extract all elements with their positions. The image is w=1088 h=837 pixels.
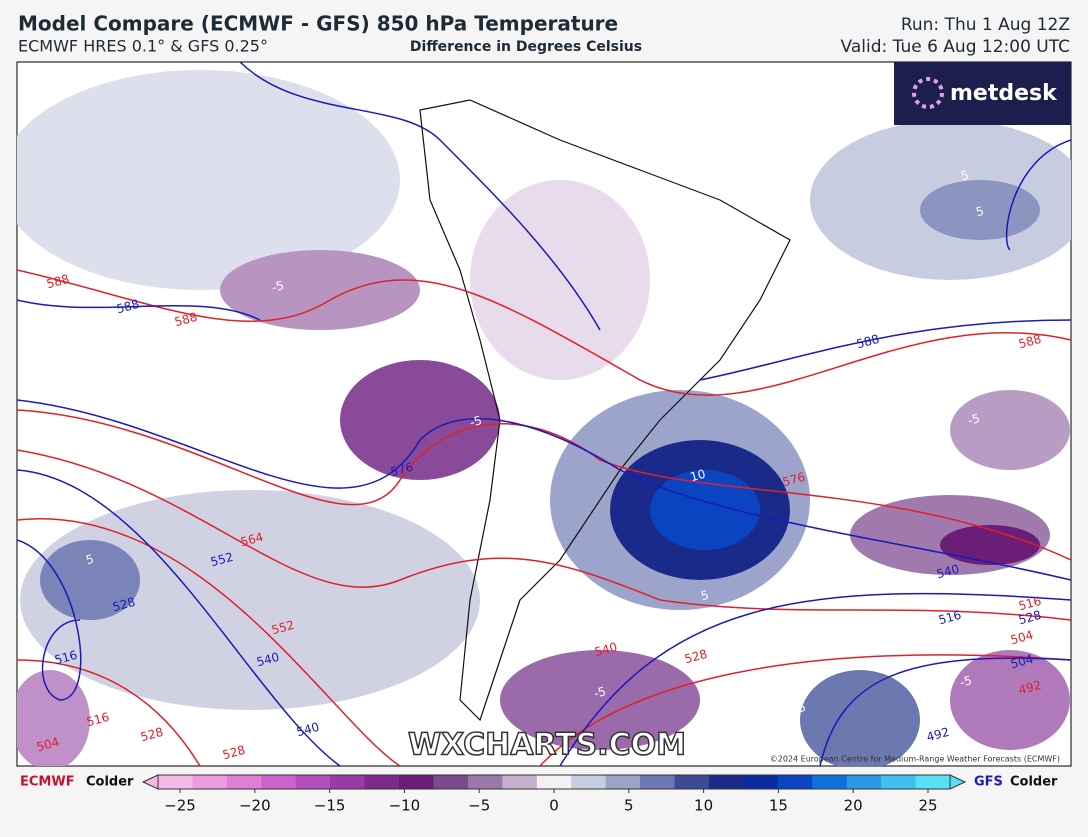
colorbar-band [812, 775, 848, 789]
colorbar-tick-label: −20 [239, 797, 271, 815]
colorbar-tick-label: −10 [389, 797, 421, 815]
contour-label: 5 [84, 552, 95, 568]
title: Model Compare (ECMWF - GFS) 850 hPa Temp… [18, 12, 618, 36]
contour-label: 576 [781, 470, 807, 489]
colorbar-tick-label: 25 [918, 797, 937, 815]
right-label: Colder [1010, 775, 1058, 790]
colorbar-band [743, 775, 779, 789]
colorbar-tick-label: 20 [844, 797, 863, 815]
logo-text: metdesk [950, 81, 1058, 106]
contour-label: 5 [796, 700, 807, 716]
contour-label: 528 [221, 743, 247, 762]
copyright: ©2024 European Centre for Medium-Range W… [770, 755, 1060, 764]
colorbar-band [605, 775, 641, 789]
colorbar-tick-label: −25 [164, 797, 196, 815]
colorbar-band [330, 775, 366, 789]
watermark: WXCHARTS.COM [408, 728, 686, 763]
contour-label: -5 [317, 375, 332, 392]
colorbar-band [536, 775, 572, 789]
left-label: Colder [86, 775, 134, 790]
colorbar-band [881, 775, 917, 789]
run: Run: Thu 1 Aug 12Z [901, 15, 1070, 35]
contour-label: 516 [937, 608, 963, 627]
contour-label: 540 [593, 640, 619, 659]
valid: Valid: Tue 6 Aug 12:00 UTC [841, 37, 1070, 57]
contour-label: 528 [139, 725, 165, 744]
colorbar-band [433, 775, 469, 789]
contour-label: 540 [935, 562, 961, 581]
contour-label: 588 [1017, 332, 1043, 351]
colorbar-tick-label: 0 [549, 797, 559, 815]
colorbar-band [399, 775, 434, 789]
contour-label: -5 [468, 413, 483, 430]
colorbar-band [192, 775, 228, 789]
left-model: ECMWF [20, 775, 75, 790]
contour-label: 588 [173, 310, 199, 329]
contour-label: 492 [1017, 678, 1043, 697]
colorbar-band [364, 775, 400, 789]
contour-label: 564 [239, 530, 265, 549]
contour-label: 552 [209, 550, 235, 569]
contour-label: -5 [270, 278, 285, 295]
contour-label: -5 [966, 411, 981, 428]
colorbar-band [261, 775, 297, 789]
colorbar-tick-label: −15 [314, 797, 346, 815]
colorbar-band [915, 775, 951, 789]
contour-label: 516 [85, 710, 111, 729]
colorbar: ECMWF Colder GFS Colder −25 −20 −15 −10 −5 0 5… [20, 774, 1058, 815]
colorbar-band [640, 775, 676, 789]
colorbar-band [158, 775, 193, 789]
colorbar-tick-label: 5 [624, 797, 634, 815]
contour-label: 5 [547, 451, 558, 467]
colorbar-band [777, 775, 813, 789]
contour-label: 504 [35, 735, 61, 754]
colorbar-tick-label: −5 [468, 797, 490, 815]
contour-label: 552 [270, 618, 296, 637]
contour-label: 540 [255, 650, 281, 669]
contour-label: 492 [925, 725, 951, 744]
contour-label: -5 [958, 673, 973, 690]
contour-label: 528 [1017, 608, 1043, 627]
contour-label: 10 [689, 467, 707, 484]
contour-label: 516 [53, 648, 79, 667]
right-model: GFS [974, 775, 1003, 790]
contour-label: -5 [327, 359, 342, 376]
colorbar-band [467, 775, 503, 789]
contour-label: 5 [959, 168, 970, 184]
contour-label: -5 [592, 684, 607, 701]
contour-label: 504 [1009, 628, 1035, 647]
contour-lines [17, 62, 1071, 766]
contour-label: 5 [974, 204, 985, 220]
colorbar-tick-label: 15 [769, 797, 788, 815]
coastline [419, 99, 791, 722]
contour-label: 528 [111, 595, 137, 614]
colorbar-band [226, 775, 262, 789]
colorbar-tick-label: 10 [694, 797, 713, 815]
contour-label: 588 [855, 332, 881, 351]
contour-label: 540 [295, 720, 321, 739]
logo-icon [912, 77, 944, 109]
colorbar-band [674, 775, 710, 789]
subtitle: ECMWF HRES 0.1° & GFS 0.25° [18, 37, 268, 56]
colorbar-band [295, 775, 331, 789]
contour-label: 504 [1009, 652, 1035, 671]
colorbar-band [846, 775, 882, 789]
contour-label: 516 [1017, 594, 1043, 613]
contour-label: 5 [699, 588, 710, 604]
contour-label: 5 [730, 622, 741, 638]
center-label: Difference in Degrees Celsius [410, 39, 642, 55]
colorbar-band [571, 775, 607, 789]
colorbar-band [502, 775, 538, 789]
contour-label: 588 [45, 272, 71, 291]
logo-box [894, 62, 1071, 125]
colorbar-band [708, 775, 744, 789]
contour-label: 588 [115, 297, 141, 316]
contour-label: 528 [683, 647, 709, 666]
contour-label: 576 [389, 460, 415, 479]
